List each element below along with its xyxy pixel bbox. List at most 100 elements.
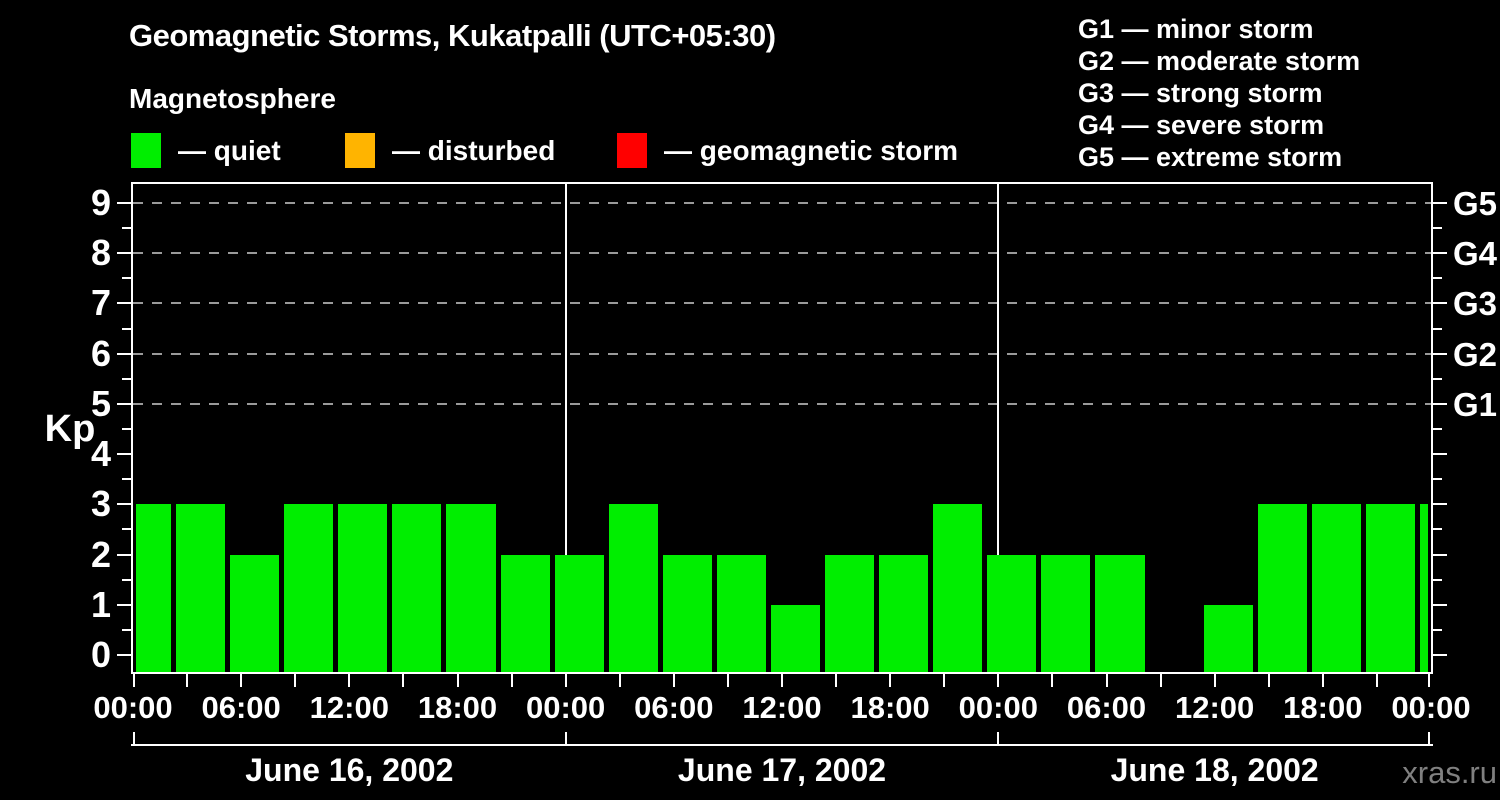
right-axis-minor-tick [1433,428,1442,430]
kp-bar [987,554,1037,672]
y-axis-minor-tick [122,227,131,230]
y-axis-minor-tick [122,428,131,430]
right-axis-tick [1433,553,1447,556]
y-axis-tick [117,302,131,305]
page-title: Geomagnetic Storms, Kukatpalli (UTC+05:3… [129,18,776,53]
kp-bar [230,554,280,672]
x-tick-label: 12:00 [309,690,389,725]
date-bracket-stub [564,732,567,746]
x-tick-label: 06:00 [634,690,714,725]
y-axis-tick [117,352,131,355]
kp-bar [554,554,604,672]
x-axis-tick [781,674,783,687]
storm-color-swatch [617,133,647,168]
kp-bar [825,554,875,672]
date-label: June 18, 2002 [1110,752,1319,788]
g5-legend-line: G5 — extreme storm [1078,142,1343,172]
right-axis-minor-tick [1433,578,1442,581]
right-axis-tick [1433,503,1447,506]
g-scale-label-g3: G3 [1453,285,1498,323]
x-axis-tick [672,674,675,687]
kp-bar [1311,504,1361,672]
kp-bar [716,554,766,672]
right-axis-tick [1433,654,1447,656]
kp-bar [500,554,550,672]
plot-area: 0 1 2 3 4 5 6 7 8 9 G5 G4 G3 G2 G1 00:00 06:00 12:00 18:00… [91,184,1497,788]
x-axis-tick [1428,674,1430,687]
y-axis-minor-tick [122,377,131,380]
xras-ru-watermark-link[interactable]: xras.ru [1402,755,1497,790]
y-tick-label: 6 [90,332,111,374]
right-axis-tick [1433,252,1447,255]
right-axis-minor-tick [1433,277,1442,280]
quiet-color-swatch [131,133,161,168]
day-boundary-line [564,184,567,672]
y-axis-minor-tick [122,277,131,280]
kp-bar [879,554,929,672]
right-axis-tick [1433,603,1447,606]
gridline-kp7 [133,302,1431,305]
x-axis-tick [997,674,1000,687]
y-axis-tick [117,453,131,456]
g-scale-label-g2: G2 [1453,335,1498,373]
kp-bar [1365,504,1415,672]
gridline-kp6 [133,352,1431,355]
x-axis-tick [1213,674,1216,687]
y-tick-label: 3 [90,483,111,525]
y-tick-label: 4 [90,433,111,475]
date-bracket-stub [133,732,135,746]
y-tick-label: 1 [90,583,111,625]
x-axis-tick [889,674,892,687]
kp-bar [608,504,658,672]
y-tick-label: 7 [90,282,111,324]
x-axis-tick [726,674,729,687]
kp-bar [1419,504,1429,672]
storm-scale-legend: G1 — minor storm G2 — moderate storm G3 … [1078,13,1360,173]
y-axis-tick [117,654,131,656]
y-tick-label: 2 [90,533,111,575]
y-axis-title: Kp [44,408,96,450]
kp-bar [446,504,496,672]
kp-bar [135,504,172,672]
right-axis-minor-tick [1433,528,1442,531]
y-axis-tick [117,402,131,405]
kp-bar [392,504,442,672]
right-axis-tick [1433,453,1447,456]
x-axis-tick [1159,674,1162,687]
kp-bar-chart: 0 1 2 3 4 5 6 7 8 9 G5 G4 G3 G2 G1 00:00 06:00 12:00 18:00… [91,182,1497,788]
x-axis-tick [943,674,946,687]
kp-bar [338,504,388,672]
gridline-kp8 [133,252,1431,255]
y-axis-tick [117,553,131,556]
legend-item-storm: — geomagnetic storm [617,133,958,168]
kp-bar [770,604,821,672]
x-axis-tick [835,674,838,687]
date-bracket-stub [997,732,1000,746]
x-tick-label: 12:00 [1175,690,1255,725]
x-tick-label: 00:00 [526,690,606,725]
right-axis-minor-tick [1433,628,1442,631]
x-axis-tick [186,674,189,687]
gridline-kp9 [133,202,1431,205]
date-label: June 16, 2002 [245,752,454,788]
y-axis-minor-tick [122,327,131,330]
y-axis-minor-tick [122,478,131,481]
right-axis-tick [1433,202,1447,205]
x-axis-tick [402,674,405,687]
kp-bar [1257,504,1307,672]
g1-legend-line: G1 — minor storm [1078,14,1314,44]
date-bracket-stub [1428,732,1430,746]
right-axis-minor-tick [1433,377,1442,380]
g2-legend-line: G2 — moderate storm [1078,46,1361,76]
y-tick-label: 0 [90,634,111,675]
y-axis-minor-tick [122,628,131,631]
disturbed-color-swatch [345,133,375,168]
right-axis-tick [1433,402,1447,405]
y-axis-tick [117,252,131,255]
right-axis-minor-tick [1433,478,1442,481]
x-tick-label: 18:00 [850,690,930,725]
x-tick-label: 06:00 [201,690,281,725]
x-tick-label: 12:00 [742,690,822,725]
date-label: June 17, 2002 [677,752,887,788]
chart-subtitle: Magnetosphere [129,83,336,114]
